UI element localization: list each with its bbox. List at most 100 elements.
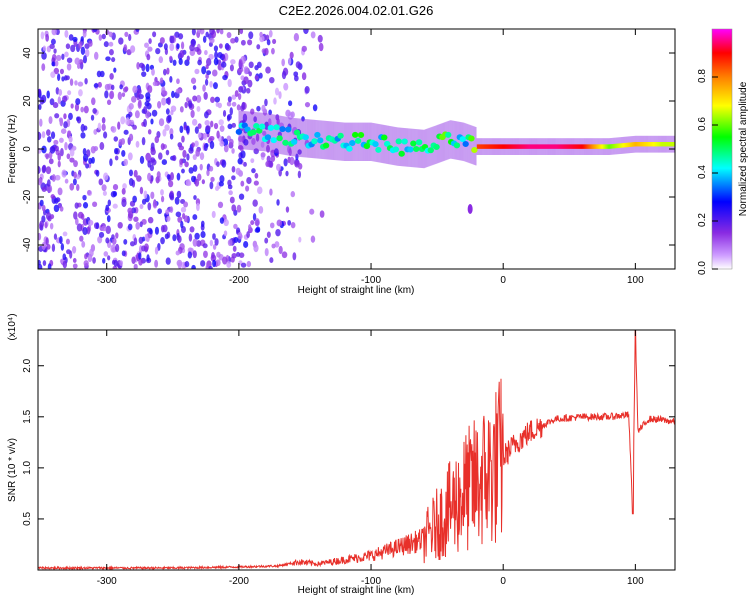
spectrogram-speckle [199, 163, 203, 171]
spectrogram-speckle [200, 220, 205, 228]
ridge-core [599, 144, 602, 149]
spectrogram-speckle [216, 251, 221, 258]
spectrogram-speckle [39, 220, 45, 228]
ridge-halo [458, 121, 460, 161]
spectrogram-speckle [230, 59, 236, 65]
ridge-halo [452, 120, 455, 160]
spectrogram-speckle [50, 38, 56, 45]
spectrogram-speckle [289, 156, 295, 166]
ridge-core [651, 142, 653, 147]
ridge-core [570, 144, 573, 149]
ridge-blob [395, 138, 402, 145]
ridge-blob [290, 138, 298, 145]
ridge-core [535, 144, 538, 149]
ridge-blob [250, 129, 257, 136]
ridge-halo [284, 116, 287, 156]
ridge-core [488, 144, 491, 149]
spectrogram-speckle [283, 82, 289, 91]
snr-panel: -300 -200 -100 0 100 0.5 1.0 1.5 2.0 Height of … [7, 313, 676, 596]
spectrogram-speckle [215, 101, 219, 107]
spectrogram-speckle [154, 259, 159, 268]
spectrogram-speckle [254, 75, 259, 81]
ridge-core [519, 144, 521, 149]
spectrogram-speckle [122, 183, 127, 190]
spectrogram-speckle [172, 234, 177, 242]
spectrogram-speckle [226, 101, 232, 107]
spectrogram-speckle [266, 231, 271, 238]
spectrogram-speckle [114, 155, 119, 161]
ridge-halo [273, 114, 275, 153]
spectrogram-speckle [59, 235, 63, 245]
ridge-core [546, 144, 549, 149]
spectrogram-speckle [119, 260, 124, 267]
ridge-halo [360, 122, 363, 161]
ridge-halo [459, 121, 461, 161]
spectrogram-speckle [246, 231, 250, 239]
spectrogram-speckle [240, 262, 247, 268]
spectrogram-speckle [168, 180, 174, 188]
ridge-core [641, 142, 644, 147]
spectrogram-speckle [84, 48, 90, 58]
spectrogram-speckle [274, 87, 280, 96]
spectrogram-speckle [50, 194, 56, 199]
ridge-core [604, 144, 607, 149]
spectrogram-speckle [60, 128, 67, 135]
ridge-halo [393, 126, 396, 166]
spectrogram-speckle [138, 252, 142, 260]
ridge-core [551, 144, 554, 149]
y-tick-label: 2.0 [22, 358, 33, 372]
spectrogram-speckle [128, 103, 134, 110]
colorbar-tick-label: 0.8 [697, 69, 708, 83]
ridge-halo [457, 121, 459, 160]
spectrogram-speckle [135, 221, 140, 230]
spectrogram-speckle [290, 111, 295, 118]
spectrogram-speckle [131, 256, 136, 264]
spectrogram-speckle [152, 200, 158, 209]
spectrogram-speckle [160, 189, 164, 196]
spectrogram-speckle [45, 166, 52, 175]
spectrogram-speckle [139, 221, 143, 228]
ridge-halo [280, 115, 283, 155]
spectrogram-speckle [111, 57, 116, 63]
x-tick-label: -200 [229, 576, 249, 587]
spectrogram-speckle [147, 216, 154, 224]
ridge-core [522, 144, 524, 149]
spectrogram-speckle [129, 241, 136, 247]
spectrogram-speckle [72, 258, 77, 263]
spectrogram-speckle [190, 109, 195, 118]
ridge-halo [475, 127, 477, 166]
spectrogram-speckle [103, 131, 108, 139]
ridge-core [623, 143, 626, 148]
spectrogram-speckle [186, 153, 190, 161]
ridge-blob [372, 141, 379, 148]
spectrogram-speckle [131, 207, 137, 214]
spectrogram-speckle [179, 125, 184, 134]
ridge-halo [275, 114, 277, 154]
spectrogram-speckle [49, 222, 54, 230]
spectrogram-speckle [97, 122, 102, 130]
spectrogram-speckle [74, 80, 78, 86]
spectrogram-speckle [150, 142, 155, 151]
ridge-blob [471, 146, 478, 153]
ridge-halo [442, 122, 444, 162]
spectrogram-speckle [61, 53, 65, 60]
spectrogram-speckle [185, 125, 190, 134]
ridge-halo [453, 120, 456, 160]
spectrogram-speckle [211, 210, 216, 219]
ridge-halo [428, 127, 431, 167]
spectrogram-speckle [67, 90, 72, 96]
spectrogram-speckle [122, 86, 128, 93]
spectrogram-speckle [217, 201, 224, 209]
spectrogram-speckle [98, 34, 103, 41]
ridge-core [593, 144, 595, 149]
spectrogram-speckle [121, 149, 126, 157]
spectrogram-speckle [252, 199, 258, 207]
ridge-halo [322, 120, 325, 160]
spectrogram-speckle [44, 222, 48, 229]
spectrogram-speckle [50, 214, 55, 220]
spectrogram-speckle [105, 56, 111, 62]
spectrogram-speckle [272, 38, 277, 45]
ridge-core [596, 144, 598, 149]
spectrogram-speckle [219, 140, 225, 147]
spectrogram-speckle [169, 55, 173, 61]
